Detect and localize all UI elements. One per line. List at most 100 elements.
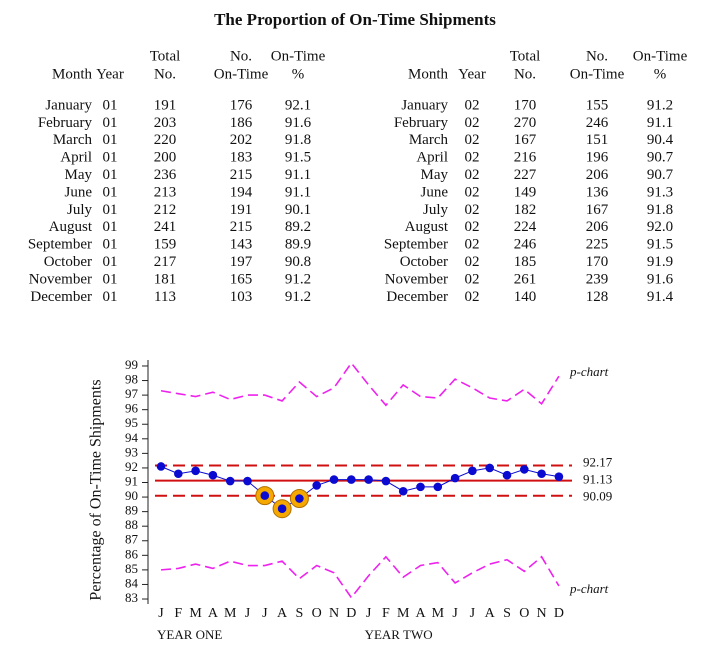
table-cell: May xyxy=(65,167,93,183)
x-tick-label: S xyxy=(296,606,304,621)
table-cell: May xyxy=(421,167,449,183)
table-cell: 143 xyxy=(230,237,253,253)
group-label: YEAR ONE xyxy=(157,627,222,642)
x-tick-label: S xyxy=(503,606,511,621)
table-cell: April xyxy=(416,150,448,166)
table-cell: 239 xyxy=(586,271,609,287)
x-tick-label: F xyxy=(382,606,390,621)
table-cell: June xyxy=(65,184,93,200)
data-point xyxy=(174,469,183,479)
table-cell: 91.6 xyxy=(285,115,312,131)
table-cell: 02 xyxy=(465,150,480,166)
x-tick-label: N xyxy=(329,606,339,621)
x-tick-label: A xyxy=(485,606,496,621)
p-chart-label: p-chart xyxy=(569,364,609,379)
y-tick-label: 91 xyxy=(125,473,138,488)
x-tick-label: A xyxy=(415,606,426,621)
table-cell: 167 xyxy=(586,202,609,218)
p-chart-limit xyxy=(160,361,560,407)
table-cell: 90.7 xyxy=(647,167,674,183)
group-label: YEAR TWO xyxy=(365,627,433,642)
data-point xyxy=(312,481,322,490)
table-cell: 176 xyxy=(230,97,253,113)
table-cell: September xyxy=(28,237,92,253)
table-cell: 185 xyxy=(514,254,537,270)
table-cell: 02 xyxy=(465,271,480,287)
y-tick-label: 95 xyxy=(125,415,138,430)
x-tick-label: M xyxy=(189,606,202,621)
table-cell: 01 xyxy=(103,115,118,131)
column-header: No. xyxy=(230,48,252,64)
column-header: On-Time xyxy=(214,66,269,82)
table-cell: June xyxy=(421,184,449,200)
table-cell: 02 xyxy=(465,167,480,183)
table-cell: 89.9 xyxy=(285,237,311,253)
table-cell: 91.6 xyxy=(647,271,674,287)
data-point xyxy=(416,482,425,492)
data-point xyxy=(243,476,252,486)
table-cell: 01 xyxy=(103,271,118,287)
x-tick-label: J xyxy=(262,606,268,621)
column-header: No. xyxy=(154,66,176,82)
p-chart-label: p-chart xyxy=(569,581,609,596)
table-cell: November xyxy=(385,271,448,287)
table-cell: 225 xyxy=(586,237,609,253)
table-cell: 220 xyxy=(154,132,177,148)
table-cell: 103 xyxy=(230,289,253,305)
data-line xyxy=(160,466,559,510)
table-cell: August xyxy=(405,219,449,235)
table-cell: July xyxy=(67,202,93,218)
column-header: On-Time xyxy=(570,66,625,82)
data-point xyxy=(364,475,373,484)
table-cell: 91.5 xyxy=(647,237,673,253)
data-point xyxy=(156,462,166,471)
table-cell: 194 xyxy=(230,184,253,200)
x-tick-label: J xyxy=(158,606,164,621)
table-cell: December xyxy=(30,289,92,305)
x-tick-label: J xyxy=(470,606,476,621)
x-tick-label: M xyxy=(397,606,410,621)
column-header: Year xyxy=(458,66,486,82)
y-tick-label: 85 xyxy=(125,561,138,576)
table-cell: 155 xyxy=(586,97,609,113)
y-tick-label: 96 xyxy=(125,401,139,416)
table-cell: 02 xyxy=(465,237,480,253)
table-cell: 170 xyxy=(514,97,537,113)
column-header: Total xyxy=(150,48,181,64)
y-tick-label: 88 xyxy=(125,517,138,532)
data-point xyxy=(347,475,356,484)
table-cell: March xyxy=(53,132,93,148)
table-cell: 246 xyxy=(514,237,537,253)
data-point xyxy=(260,491,270,500)
data-point xyxy=(295,494,304,503)
table-cell: 02 xyxy=(465,97,480,113)
column-header: Year xyxy=(96,66,124,82)
y-tick-label: 97 xyxy=(125,386,139,401)
y-tick-label: 90 xyxy=(125,488,138,503)
table-cell: March xyxy=(409,132,449,148)
table-cell: 02 xyxy=(465,132,480,148)
table-cell: 200 xyxy=(154,150,177,166)
x-tick-label: A xyxy=(208,606,219,621)
data-point xyxy=(468,466,477,476)
x-tick-label: D xyxy=(554,606,564,621)
x-tick-label: F xyxy=(174,606,182,621)
table-cell: 236 xyxy=(154,167,177,183)
table-cell: 151 xyxy=(586,132,609,148)
data-point xyxy=(398,486,408,496)
table-cell: 203 xyxy=(154,115,177,131)
table-cell: January xyxy=(45,97,92,113)
data-point xyxy=(537,469,546,479)
table-cell: 90.7 xyxy=(647,150,674,166)
data-point xyxy=(450,473,460,483)
table-cell: 91.9 xyxy=(647,254,673,270)
table-cell: 113 xyxy=(154,289,176,305)
table-cell: 136 xyxy=(586,184,609,200)
table-cell: 140 xyxy=(514,289,537,305)
table-cell: 206 xyxy=(586,219,609,235)
table-cell: 02 xyxy=(465,289,480,305)
table-cell: 170 xyxy=(586,254,609,270)
table-cell: 215 xyxy=(230,219,253,235)
table-cell: 186 xyxy=(230,115,253,131)
x-tick-label: N xyxy=(537,606,547,621)
